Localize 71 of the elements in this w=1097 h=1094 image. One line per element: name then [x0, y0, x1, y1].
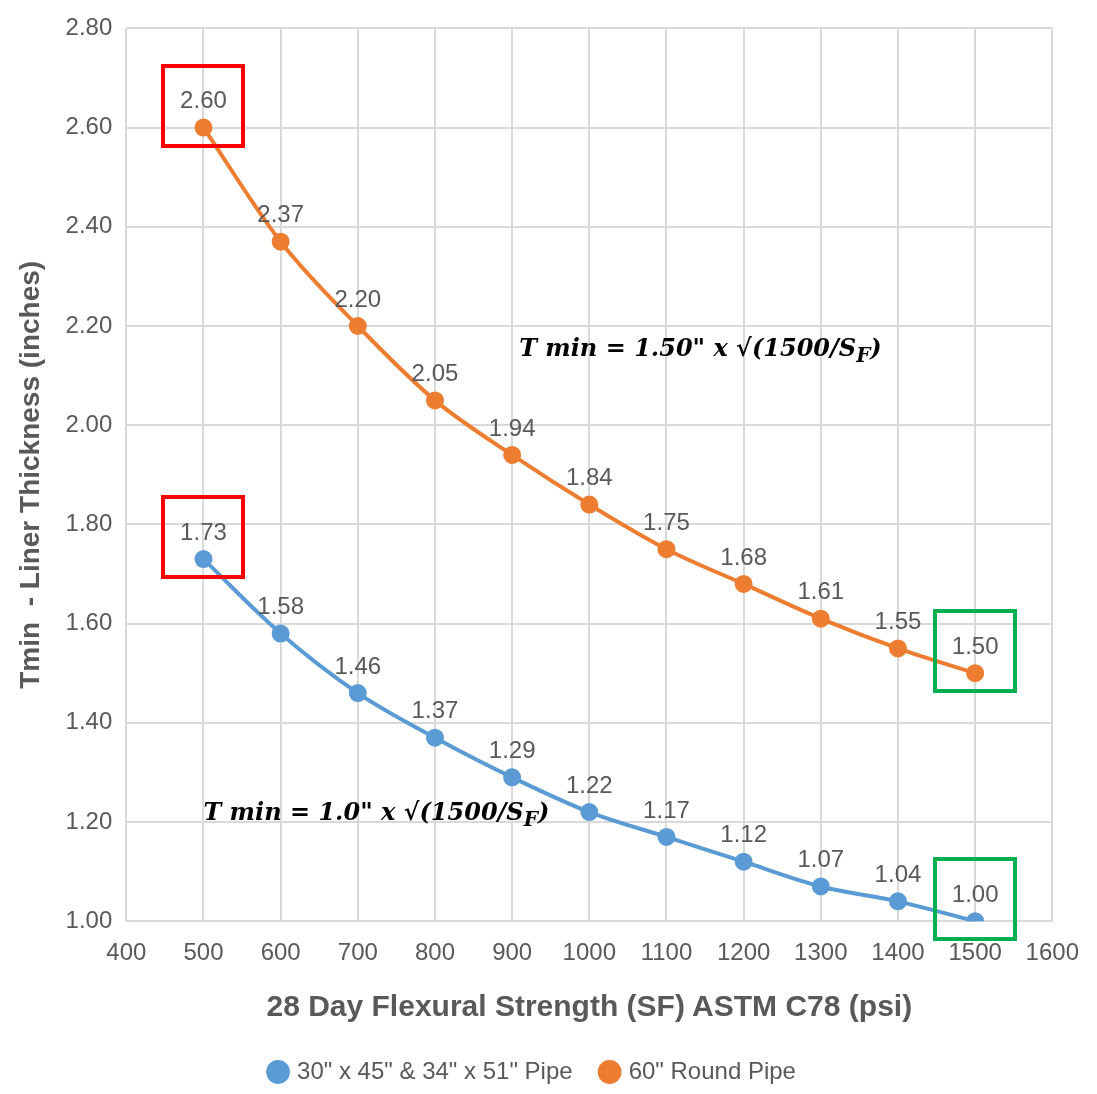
data-label: 1.12 — [720, 820, 767, 848]
data-label: 1.04 — [874, 859, 922, 887]
x-tick-label: 1400 — [871, 938, 925, 966]
x-tick-label: 1500 — [948, 938, 1002, 966]
data-label: 1.37 — [411, 696, 459, 724]
y-tick-label: 2.60 — [65, 112, 113, 140]
legend-label: 30" x 45" & 34" x 51" Pipe — [297, 1056, 573, 1084]
point — [348, 317, 367, 335]
x-tick-label: 1200 — [716, 938, 771, 966]
point — [503, 445, 522, 464]
point — [580, 495, 599, 514]
point — [503, 768, 522, 787]
data-label: 1.58 — [257, 592, 304, 620]
point — [966, 664, 985, 683]
data-label: 2.20 — [334, 284, 382, 312]
point — [194, 550, 213, 569]
y-tick-label: 2.20 — [65, 310, 113, 338]
y-tick-label: 1.60 — [65, 608, 113, 636]
legend-label: 60" Round Pipe — [628, 1056, 796, 1084]
y-tick-label: 1.40 — [65, 707, 113, 735]
data-label: 1.50 — [951, 631, 999, 659]
y-axis-title: Tmin - Liner Thickness (inches) — [13, 260, 45, 689]
data-label: 1.75 — [643, 507, 690, 535]
y-tick-label: 1.00 — [65, 905, 113, 933]
x-tick-label: 1300 — [794, 938, 848, 966]
y-tick-label: 1.80 — [65, 509, 113, 537]
x-tick-label: 800 — [414, 938, 455, 966]
y-tick-label: 2.00 — [65, 409, 113, 437]
data-label: 1.46 — [334, 651, 382, 679]
annotation: T min = 1.0" x √(1500/S$_{F}$) — [203, 797, 550, 831]
y-tick-label: 1.20 — [65, 806, 113, 834]
x-tick-label: 1000 — [562, 938, 616, 966]
point — [811, 609, 830, 628]
point — [271, 624, 290, 643]
x-tick-label: 1600 — [1025, 938, 1079, 966]
y-tick-label: 2.80 — [65, 13, 113, 41]
point — [425, 391, 444, 410]
x-tick-label: 900 — [492, 938, 533, 966]
y-tick-label: 2.40 — [65, 211, 113, 239]
data-label: 1.00 — [951, 879, 999, 907]
data-label: 2.05 — [411, 359, 459, 387]
annotation: T min = 1.50" x √(1500/S$_{F}$) — [519, 332, 882, 367]
point — [348, 684, 367, 703]
point — [271, 232, 290, 251]
point — [194, 118, 213, 137]
data-label: 1.68 — [720, 542, 767, 570]
point — [657, 827, 676, 846]
x-axis-title: 28 Day Flexural Strength (SF) ASTM C78 (psi) — [266, 989, 913, 1023]
data-label: 1.17 — [643, 795, 690, 823]
x-tick-label: 600 — [260, 938, 301, 966]
x-tick-label: 400 — [106, 938, 147, 966]
point — [888, 639, 907, 658]
point — [734, 574, 753, 593]
point — [657, 540, 676, 559]
data-label: 1.73 — [180, 517, 227, 545]
data-label: 1.84 — [565, 463, 613, 491]
data-label: 1.94 — [488, 413, 536, 441]
data-label: 1.22 — [565, 770, 613, 798]
point — [425, 728, 444, 747]
x-tick-label: 700 — [337, 938, 378, 966]
data-label: 1.29 — [488, 735, 536, 763]
data-label: 2.60 — [180, 86, 227, 114]
x-tick-label: 500 — [183, 938, 224, 966]
point — [734, 852, 753, 871]
point — [888, 892, 907, 911]
x-tick-label: 1100 — [640, 938, 693, 966]
data-label: 1.61 — [797, 577, 845, 605]
data-label: 1.07 — [797, 845, 845, 873]
point — [580, 803, 599, 822]
point — [811, 877, 830, 896]
data-label: 1.55 — [874, 607, 922, 635]
